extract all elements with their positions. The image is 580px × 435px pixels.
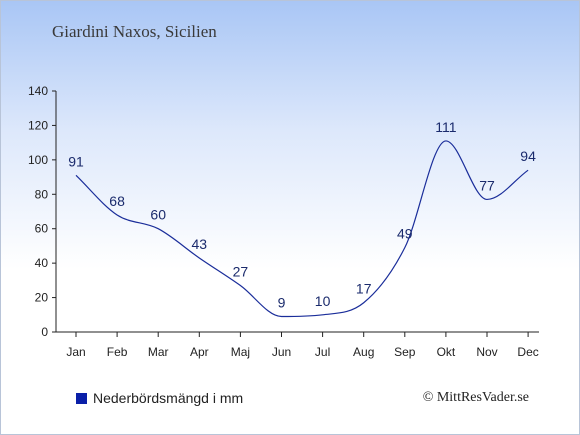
x-tick-label: Jan [66, 345, 85, 359]
x-tick-label: Jul [315, 345, 330, 359]
y-tick-label: 20 [35, 291, 49, 305]
data-label: 91 [68, 153, 84, 169]
copyright-notice: © MittResVader.se [422, 390, 529, 405]
x-tick-label: Aug [353, 345, 374, 359]
data-label: 10 [315, 293, 331, 309]
data-label: 49 [397, 226, 413, 242]
x-tick-label: Maj [231, 345, 250, 359]
x-tick-label: Feb [107, 345, 128, 359]
y-tick-label: 140 [28, 84, 48, 98]
data-label: 94 [520, 148, 536, 164]
x-tick-label: Okt [437, 345, 456, 359]
data-label: 17 [356, 281, 372, 297]
y-tick-label: 100 [28, 153, 48, 167]
y-tick-label: 0 [41, 325, 48, 339]
data-label: 111 [435, 119, 456, 135]
x-tick-label: Dec [517, 345, 538, 359]
y-tick-label: 80 [35, 187, 49, 201]
legend-swatch [76, 392, 87, 404]
x-tick-label: Sep [394, 345, 416, 359]
legend: Nederbördsmängd i mm [76, 390, 243, 406]
x-tick-label: Mar [148, 345, 169, 359]
data-label: 27 [233, 264, 249, 280]
data-labels: 91 68 60 43 27 9 10 17 49 111 77 94 [68, 119, 536, 311]
x-tick-label: Apr [190, 345, 209, 359]
data-label: 68 [109, 193, 125, 209]
y-tick-label: 60 [35, 222, 49, 236]
x-tick-label: Jun [272, 345, 291, 359]
axes: 0 20 40 60 80 100 120 140 Jan Feb Mar Apr Maj Jun Jul A… [28, 84, 539, 359]
data-label: 9 [278, 295, 286, 311]
legend-label: Nederbördsmängd i mm [93, 390, 244, 406]
y-tick-label: 120 [28, 118, 48, 132]
chart-title: Giardini Naxos, Sicilien [52, 22, 217, 41]
y-tick-label: 40 [35, 256, 49, 270]
x-tick-label: Nov [476, 345, 497, 359]
data-label: 77 [479, 177, 495, 193]
series-line-precipitation [75, 140, 529, 318]
series-layer [75, 140, 529, 318]
data-label: 60 [150, 207, 166, 223]
data-label: 43 [192, 236, 208, 252]
